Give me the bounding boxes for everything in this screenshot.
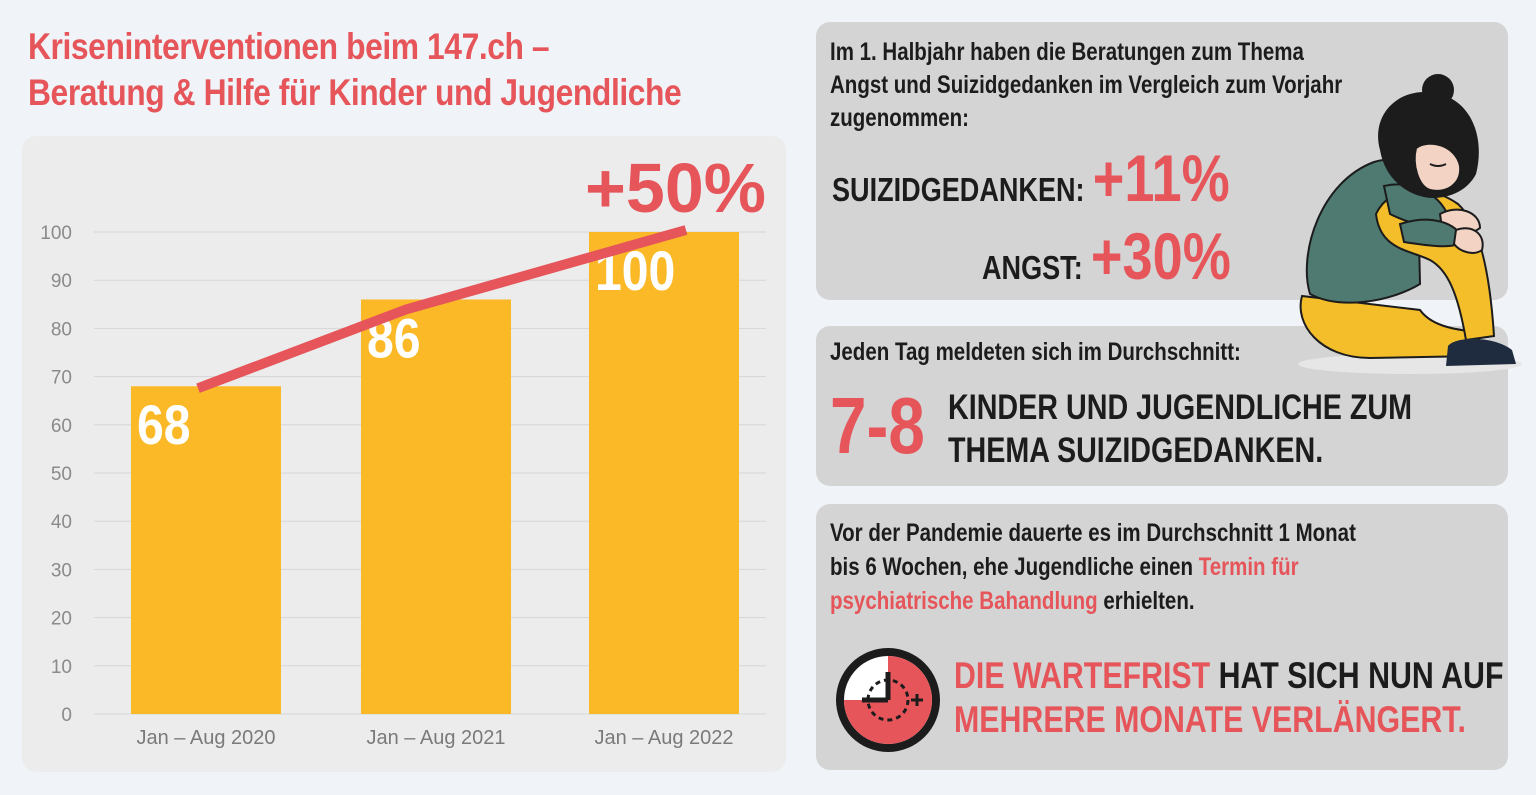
card3-wait-line-2: MEHRERE MONATE VERLÄNGERT.: [954, 699, 1466, 740]
chart-panel: 0 10 20 30 40 50 60 70 80 90 100 68 Jan – Aug 2020 86…: [22, 136, 786, 772]
y-tick-label: 20: [51, 609, 72, 630]
y-tick-label: 80: [51, 319, 72, 340]
bar-value-label: 68: [137, 395, 191, 457]
card2-head: Jeden Tag meldeten sich im Durchschnitt:: [830, 338, 1241, 366]
card-waiting-time: Vor der Pandemie dauerte es im Durchschn…: [816, 504, 1508, 770]
y-tick-label: 40: [51, 512, 72, 533]
y-tick-label: 90: [51, 271, 72, 292]
card1-line-1: Im 1. Halbjahr haben die Beratungen zum …: [830, 38, 1304, 66]
card3-line-3a: psychiatrische Bahandlung: [830, 587, 1098, 615]
bar: [589, 232, 739, 714]
card3-line-2: bis 6 Wochen, ehe Jugendliche einen Term…: [830, 550, 1356, 584]
card2-body: KINDER UND JUGENDLICHE ZUM THEMA SUIZIDG…: [948, 386, 1412, 472]
title-line-2: Beratung & Hilfe für Kinder und Jugendli…: [28, 72, 682, 113]
card1-line-3: zugenommen:: [830, 104, 969, 132]
card2-line-2: THEMA SUIZIDGEDANKEN.: [948, 431, 1324, 470]
bar: [361, 299, 511, 714]
page-title: Kriseninterventionen beim 147.ch – Berat…: [28, 24, 682, 116]
card2-line-1: KINDER UND JUGENDLICHE ZUM: [948, 388, 1413, 427]
card3-line-1: Vor der Pandemie dauerte es im Durchschn…: [830, 519, 1356, 547]
card3-waiting-message: DIE WARTEFRIST HAT SICH NUN AUF MEHRERE …: [954, 654, 1503, 742]
stat2-label: ANGST:: [982, 249, 1083, 286]
y-tick-label: 70: [51, 368, 72, 389]
card3-text: Vor der Pandemie dauerte es im Durchschn…: [830, 516, 1356, 618]
y-tick-label: 100: [40, 223, 72, 244]
x-tick-label: Jan – Aug 2021: [366, 727, 505, 749]
card1-intro: Im 1. Halbjahr haben die Beratungen zum …: [830, 36, 1342, 135]
trend-label: +50%: [585, 149, 766, 227]
card3-wait-red: DIE WARTEFRIST: [954, 655, 1211, 696]
card3-wait-black: HAT SICH NUN AUF: [1210, 655, 1504, 696]
card1-line-2: Angst und Suizidgedanken im Vergleich zu…: [830, 71, 1343, 99]
y-tick-label: 50: [51, 464, 72, 485]
x-tick-label: Jan – Aug 2020: [136, 727, 275, 749]
clock-icon: [836, 648, 940, 752]
trend-line: [196, 225, 688, 393]
card2-big-number: 7-8: [830, 381, 925, 470]
card3-line-3b: erhielten.: [1097, 587, 1195, 615]
y-tick-label: 60: [51, 416, 72, 437]
bar: [131, 386, 281, 714]
stat2-value: +30%: [1090, 219, 1231, 293]
stat1-value: +11%: [1092, 141, 1230, 215]
y-tick-label: 0: [61, 705, 72, 726]
card3-line-2a: bis 6 Wochen, ehe Jugendliche einen: [830, 553, 1199, 581]
card-daily-contacts: Jeden Tag meldeten sich im Durchschnitt:…: [816, 326, 1508, 486]
card3-wait-line-1: DIE WARTEFRIST HAT SICH NUN AUF: [954, 654, 1503, 698]
y-tick-label: 10: [51, 657, 72, 678]
card3-line-2b: Termin für: [1198, 553, 1299, 581]
x-tick-label: Jan – Aug 2022: [594, 727, 733, 749]
stat-anxiety: ANGST: +30%: [982, 218, 1231, 294]
sad-person-illustration: [1298, 74, 1522, 374]
card3-line-3: psychiatrische Bahandlung erhielten.: [830, 584, 1356, 618]
stat1-label: SUIZIDGEDANKEN:: [832, 171, 1085, 208]
y-tick-label: 30: [51, 560, 72, 581]
title-line-1: Kriseninterventionen beim 147.ch –: [28, 26, 550, 67]
stat-suicidal-thoughts: SUIZIDGEDANKEN: +11%: [832, 140, 1230, 216]
